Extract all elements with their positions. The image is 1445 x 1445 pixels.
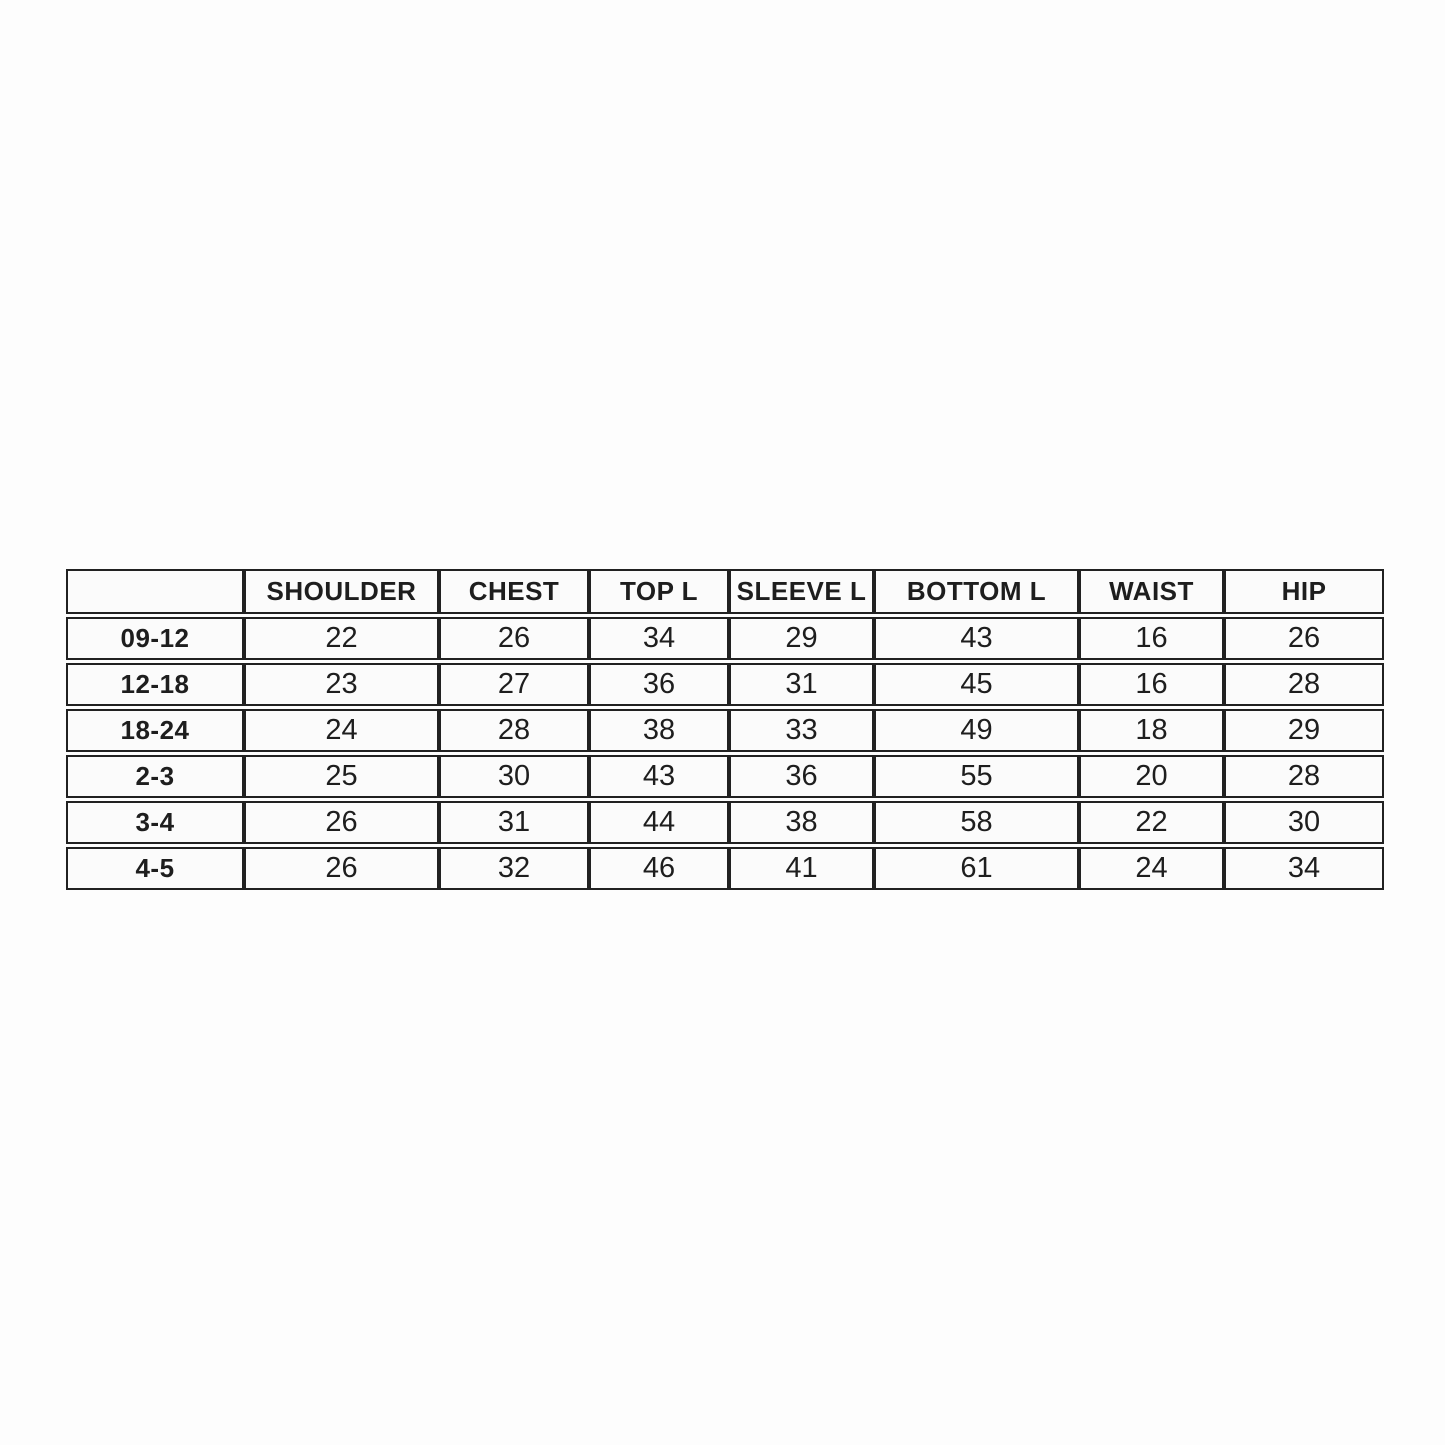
cell-value: 28 bbox=[1224, 755, 1384, 798]
cell-value: 34 bbox=[1224, 847, 1384, 890]
table-row: 2-3 25 30 43 36 55 20 28 bbox=[66, 755, 1384, 798]
size-chart-table: SHOULDER CHEST TOP L SLEEVE L BOTTOM L W… bbox=[66, 566, 1384, 893]
cell-value: 36 bbox=[729, 755, 874, 798]
table-row: 4-5 26 32 46 41 61 24 34 bbox=[66, 847, 1384, 890]
cell-value: 22 bbox=[244, 617, 439, 660]
header-row: SHOULDER CHEST TOP L SLEEVE L BOTTOM L W… bbox=[66, 569, 1384, 614]
header-cell-blank bbox=[66, 569, 244, 614]
header-cell-hip: HIP bbox=[1224, 569, 1384, 614]
cell-value: 23 bbox=[244, 663, 439, 706]
cell-value: 24 bbox=[244, 709, 439, 752]
cell-value: 29 bbox=[729, 617, 874, 660]
cell-value: 43 bbox=[589, 755, 729, 798]
table-row: 12-18 23 27 36 31 45 16 28 bbox=[66, 663, 1384, 706]
cell-value: 49 bbox=[874, 709, 1079, 752]
header-cell-top-length: TOP L bbox=[589, 569, 729, 614]
cell-value: 30 bbox=[439, 755, 589, 798]
header-cell-chest: CHEST bbox=[439, 569, 589, 614]
size-label: 18-24 bbox=[66, 709, 244, 752]
cell-value: 31 bbox=[439, 801, 589, 844]
cell-value: 16 bbox=[1079, 663, 1224, 706]
cell-value: 36 bbox=[589, 663, 729, 706]
header-cell-shoulder: SHOULDER bbox=[244, 569, 439, 614]
cell-value: 22 bbox=[1079, 801, 1224, 844]
cell-value: 34 bbox=[589, 617, 729, 660]
cell-value: 24 bbox=[1079, 847, 1224, 890]
cell-value: 30 bbox=[1224, 801, 1384, 844]
cell-value: 58 bbox=[874, 801, 1079, 844]
table-row: 18-24 24 28 38 33 49 18 29 bbox=[66, 709, 1384, 752]
cell-value: 38 bbox=[589, 709, 729, 752]
cell-value: 26 bbox=[1224, 617, 1384, 660]
cell-value: 27 bbox=[439, 663, 589, 706]
cell-value: 41 bbox=[729, 847, 874, 890]
cell-value: 46 bbox=[589, 847, 729, 890]
cell-value: 29 bbox=[1224, 709, 1384, 752]
cell-value: 43 bbox=[874, 617, 1079, 660]
size-label: 4-5 bbox=[66, 847, 244, 890]
size-label: 12-18 bbox=[66, 663, 244, 706]
table-row: 3-4 26 31 44 38 58 22 30 bbox=[66, 801, 1384, 844]
cell-value: 55 bbox=[874, 755, 1079, 798]
cell-value: 45 bbox=[874, 663, 1079, 706]
cell-value: 61 bbox=[874, 847, 1079, 890]
cell-value: 25 bbox=[244, 755, 439, 798]
cell-value: 32 bbox=[439, 847, 589, 890]
header-cell-waist: WAIST bbox=[1079, 569, 1224, 614]
cell-value: 33 bbox=[729, 709, 874, 752]
table-row: 09-12 22 26 34 29 43 16 26 bbox=[66, 617, 1384, 660]
cell-value: 28 bbox=[1224, 663, 1384, 706]
cell-value: 31 bbox=[729, 663, 874, 706]
header-cell-sleeve-length: SLEEVE L bbox=[729, 569, 874, 614]
cell-value: 26 bbox=[244, 801, 439, 844]
header-cell-bottom-length: BOTTOM L bbox=[874, 569, 1079, 614]
cell-value: 18 bbox=[1079, 709, 1224, 752]
cell-value: 38 bbox=[729, 801, 874, 844]
cell-value: 44 bbox=[589, 801, 729, 844]
cell-value: 26 bbox=[439, 617, 589, 660]
size-label: 09-12 bbox=[66, 617, 244, 660]
size-label: 3-4 bbox=[66, 801, 244, 844]
cell-value: 26 bbox=[244, 847, 439, 890]
cell-value: 20 bbox=[1079, 755, 1224, 798]
cell-value: 28 bbox=[439, 709, 589, 752]
cell-value: 16 bbox=[1079, 617, 1224, 660]
size-label: 2-3 bbox=[66, 755, 244, 798]
